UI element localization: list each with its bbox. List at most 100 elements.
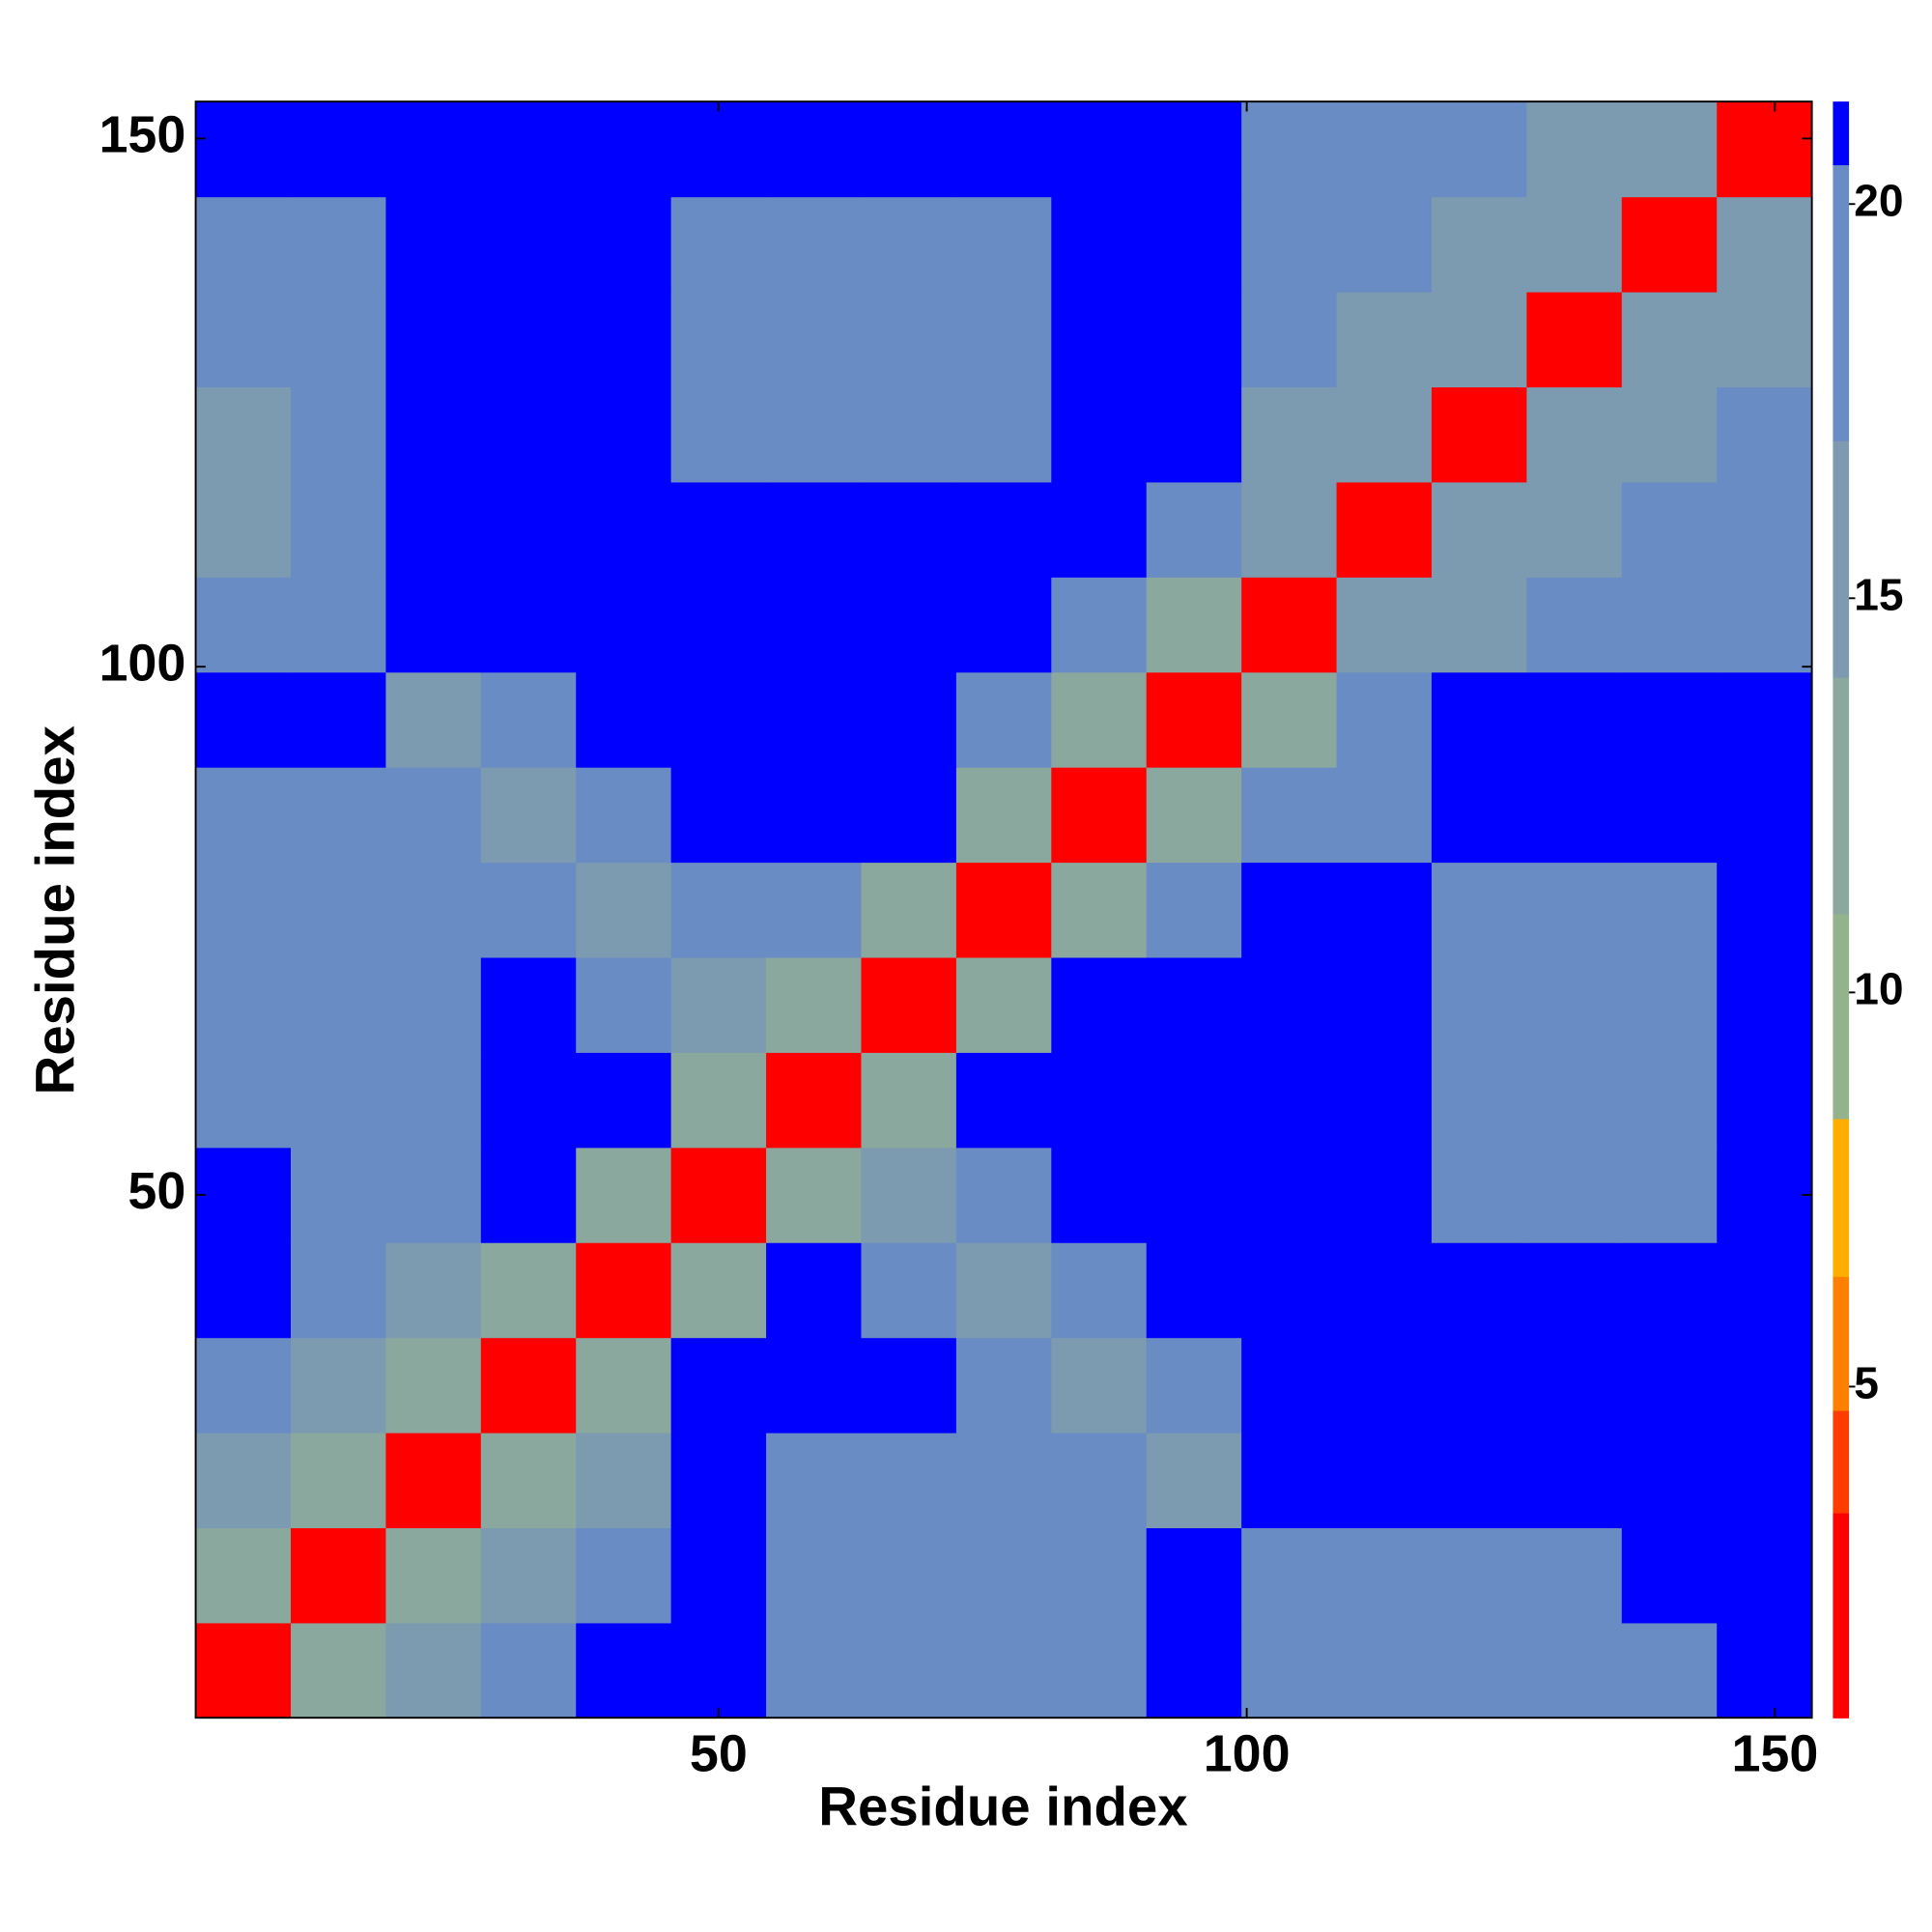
heatmap-cell [385,1052,482,1149]
heatmap-cell [480,1432,577,1529]
heatmap-cell [290,767,387,864]
heatmap-cell [1621,386,1718,483]
heatmap-cell [385,862,482,958]
heatmap-cell [1241,1147,1338,1243]
heatmap-cell [1431,1622,1528,1719]
heatmap-cell [1717,671,1813,768]
heatmap-cell [1526,577,1623,673]
heatmap-cell [385,481,482,578]
heatmap-cell [1526,671,1623,768]
heatmap-cell [1241,671,1338,768]
heatmap-cell [385,1622,482,1719]
heatmap-cell [290,1527,387,1624]
heatmap-cell [1431,956,1528,1053]
heatmap-cell [290,1147,387,1243]
heatmap-cell [1621,1432,1718,1529]
heatmap-cell [1526,101,1623,198]
heatmap-cell [1146,1622,1242,1719]
heatmap-cell [385,671,482,768]
heatmap-cell [195,1432,292,1529]
heatmap-cell [480,196,577,293]
heatmap-cell [861,1337,957,1434]
heatmap-cell [955,1337,1052,1434]
heatmap-cell [1431,671,1528,768]
heatmap-cell [1526,1622,1623,1719]
heatmap-cell [195,956,292,1053]
heatmap-cell [1431,1147,1528,1243]
heatmap-cell [955,862,1052,958]
heatmap-cell [1526,1337,1623,1434]
heatmap-cell [861,1527,957,1624]
heatmap-cell [576,956,672,1053]
heatmap-cell [670,956,767,1053]
heatmap-cell [670,862,767,958]
heatmap-cell [955,1242,1052,1339]
heatmap-cell [576,1527,672,1624]
heatmap-cell [480,862,577,958]
heatmap-cell [385,291,482,388]
heatmap-cell [1146,386,1242,483]
heatmap-cell [1051,1337,1148,1434]
heatmap-cell [576,1622,672,1719]
heatmap-cell [766,1527,863,1624]
heatmap-cell [480,577,577,673]
heatmap-cell [955,1527,1052,1624]
heatmap-cell [480,671,577,768]
colorbar-band [1833,913,1850,1120]
y-axis-title: Residue index [24,725,85,1094]
heatmap-cell [290,577,387,673]
heatmap-cell [195,196,292,293]
heatmap-cell [861,577,957,673]
colorbar-band [1833,1513,1850,1719]
heatmap-cell [861,101,957,198]
colorbar-tick-label: 5 [1854,1358,1879,1408]
heatmap-cell [1526,1147,1623,1243]
heatmap-cell [955,291,1052,388]
heatmap-cell [1051,481,1148,578]
heatmap-cell [480,767,577,864]
heatmap-cell [670,577,767,673]
colorbar-band [1833,676,1850,915]
x-tick-label: 50 [690,1724,748,1782]
heatmap-cell [670,1052,767,1149]
heatmap-cell [290,481,387,578]
heatmap-cell [955,101,1052,198]
heatmap-cell [1526,481,1623,578]
heatmap-cell [1621,1242,1718,1339]
heatmap-cell [955,386,1052,483]
heatmap-cell [1241,767,1338,864]
heatmap-cell [861,481,957,578]
heatmap-cell [1621,1147,1718,1243]
heatmap-cell [1717,101,1813,198]
heatmap-cell [576,101,672,198]
heatmap-cell [1336,1337,1433,1434]
heatmap-cell [670,481,767,578]
heatmap-cell [1241,862,1338,958]
y-tick-label: 50 [128,1162,185,1220]
heatmap-cell [1621,196,1718,293]
heatmap-cell [955,1147,1052,1243]
heatmap-cell [1336,101,1433,198]
heatmap-cell [1336,767,1433,864]
heatmap-cell [1051,1147,1148,1243]
heatmap-cell [1431,1337,1528,1434]
colorbar-tick-label: 10 [1854,964,1903,1014]
heatmap-cell [1336,862,1433,958]
heatmap-cell [1431,1432,1528,1529]
heatmap-cell [670,767,767,864]
heatmap-cell [1051,291,1148,388]
heatmap-cell [766,577,863,673]
heatmap-cell [1051,1622,1148,1719]
heatmap-cell [1146,577,1242,673]
heatmap-cell [1146,1052,1242,1149]
heatmap-cell [1051,1052,1148,1149]
heatmap-cell [1431,862,1528,958]
heatmap-cell [1336,1147,1433,1243]
heatmap-cell [1431,1052,1528,1149]
heatmap-cell [480,1052,577,1149]
heatmap-cell [861,1147,957,1243]
heatmap-cell [195,1337,292,1434]
heatmap-cell [480,1527,577,1624]
x-tick-label: 150 [1731,1724,1818,1782]
